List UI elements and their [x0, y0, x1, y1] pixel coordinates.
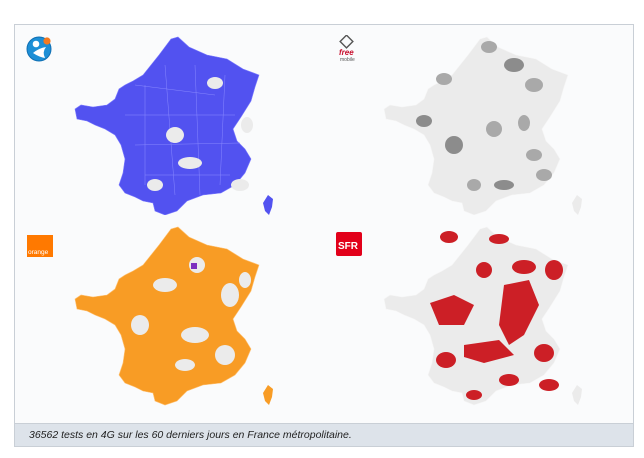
figure-caption: 36562 tests en 4G sur les 60 derniers jo… [15, 423, 633, 446]
bouygues-telecom-logo-icon [25, 35, 55, 63]
svg-text:free: free [339, 48, 354, 57]
sfr-coverage-map [383, 226, 582, 406]
orange-coverage-map [74, 226, 273, 406]
sfr-panel: SFR [324, 225, 633, 415]
bouygues-coverage-map [74, 36, 273, 215]
free-coverage-map [383, 36, 582, 215]
corsica [572, 195, 582, 215]
free-mobile-logo-icon: free mobile [334, 35, 364, 63]
svg-text:mobile: mobile [340, 57, 355, 63]
france-mainland [74, 226, 260, 406]
corsica [263, 385, 273, 405]
svg-text:orange: orange [28, 249, 49, 256]
sfr-logo-icon: SFR [334, 230, 364, 258]
france-mainland [74, 36, 260, 215]
france-mainland [383, 36, 569, 215]
svg-text:SFR: SFR [338, 241, 359, 252]
coverage-figure: free mobile [14, 24, 634, 447]
orange-panel: orange [15, 225, 324, 415]
bouygues-panel [15, 25, 324, 215]
free-panel: free mobile [324, 25, 633, 215]
maps-grid: free mobile [15, 25, 633, 424]
corsica [263, 195, 273, 215]
france-mainland [383, 226, 569, 406]
corsica [572, 385, 582, 405]
orange-logo-icon: orange [25, 231, 55, 259]
